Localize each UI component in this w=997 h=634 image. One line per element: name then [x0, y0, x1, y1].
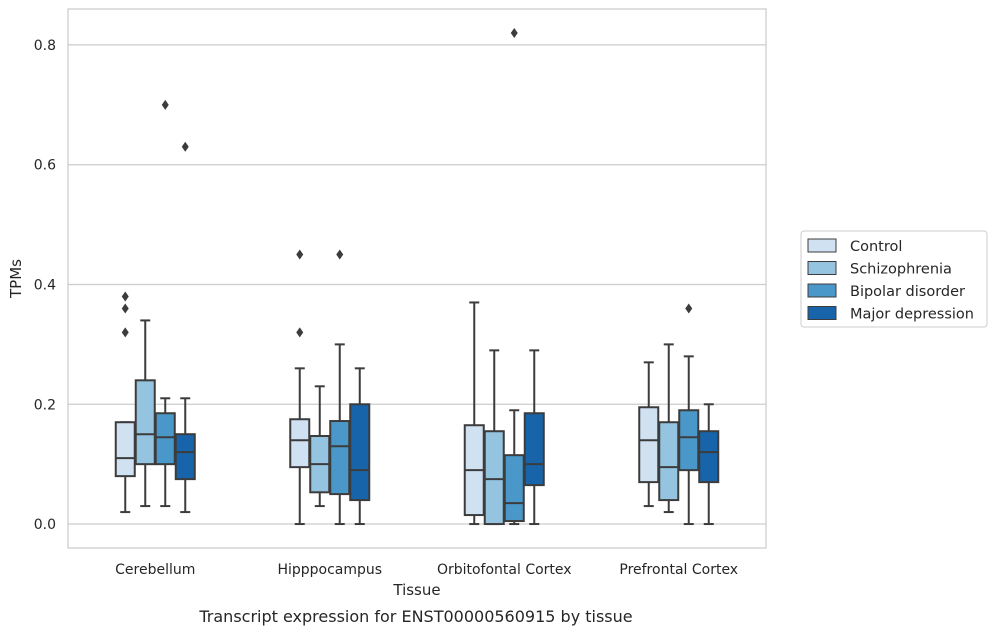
outlier-point [121, 327, 129, 338]
outlier-point [685, 303, 693, 314]
x-tick-label: Hipppocampus [277, 562, 382, 578]
box-bipolar-disorder [154, 99, 176, 508]
box-control [289, 249, 311, 526]
box-schizophrenia [134, 319, 156, 508]
box-control [463, 301, 485, 526]
y-tick-label: 0.4 [34, 277, 56, 293]
legend-label: Major depression [850, 307, 974, 323]
legend-swatch [807, 261, 837, 275]
box-iqr [503, 454, 525, 523]
outlier-point [296, 327, 304, 338]
x-axis-label: Tissue [392, 581, 440, 599]
box-iqr [658, 421, 680, 502]
y-tick-label: 0.8 [34, 38, 56, 54]
box-major-depression [523, 349, 545, 526]
outlier-point [161, 99, 169, 110]
box-bipolar-disorder [678, 303, 700, 526]
x-tick-label: Orbitofontal Cortex [437, 562, 572, 578]
x-tick-labels: Cerebellum Hipppocampus Orbitofontal Corte… [115, 562, 738, 578]
box-iqr [698, 430, 720, 484]
outlier-point [121, 303, 129, 314]
box-bipolar-disorder [503, 27, 525, 526]
box-iqr [349, 403, 371, 502]
box-major-depression [174, 141, 196, 514]
legend-swatch [807, 306, 837, 320]
chart-caption: Transcript expression for ENST0000056091… [198, 607, 632, 626]
legend-swatch [807, 283, 837, 298]
box-iqr [483, 430, 505, 526]
y-tick-label: 0.0 [34, 517, 56, 533]
x-tick-label: Cerebellum [115, 562, 195, 578]
box-control [638, 361, 660, 508]
legend-label: Schizophrenia [850, 262, 952, 278]
legend-box [800, 230, 988, 328]
x-tick-label: Prefrontal Cortex [619, 562, 738, 578]
y-tick-label: 0.2 [34, 397, 56, 413]
legend: Control Schizophrenia Bipolar disorder Majo… [800, 230, 988, 328]
outlier-point [510, 27, 518, 38]
box-iqr [329, 420, 351, 496]
box-iqr [678, 409, 700, 472]
outlier-point [336, 249, 344, 260]
box-major-depression [698, 403, 720, 526]
box-bipolar-disorder [329, 249, 351, 526]
legend-swatch [807, 238, 837, 253]
box-iqr [289, 418, 311, 469]
y-tick-labels: 0.0 0.2 0.4 0.6 0.8 [34, 38, 56, 533]
outlier-point [121, 291, 129, 302]
y-tick-label: 0.6 [34, 158, 56, 174]
box-schizophrenia [658, 343, 680, 514]
box-iqr [114, 421, 136, 478]
box-iqr [154, 412, 176, 466]
y-axis-label: TPMs [7, 259, 25, 299]
outlier-point [181, 141, 189, 152]
box-groups [114, 27, 720, 526]
box-iqr [523, 412, 545, 487]
box-major-depression [349, 367, 371, 526]
box-iqr [134, 379, 156, 466]
legend-label: Control [850, 239, 902, 255]
box-iqr [174, 433, 196, 481]
plot-frame [67, 8, 767, 549]
legend-label: Bipolar disorder [850, 284, 965, 300]
box-control [114, 291, 136, 514]
box-iqr [638, 406, 660, 484]
outlier-point [296, 249, 304, 260]
box-schizophrenia [483, 349, 505, 526]
